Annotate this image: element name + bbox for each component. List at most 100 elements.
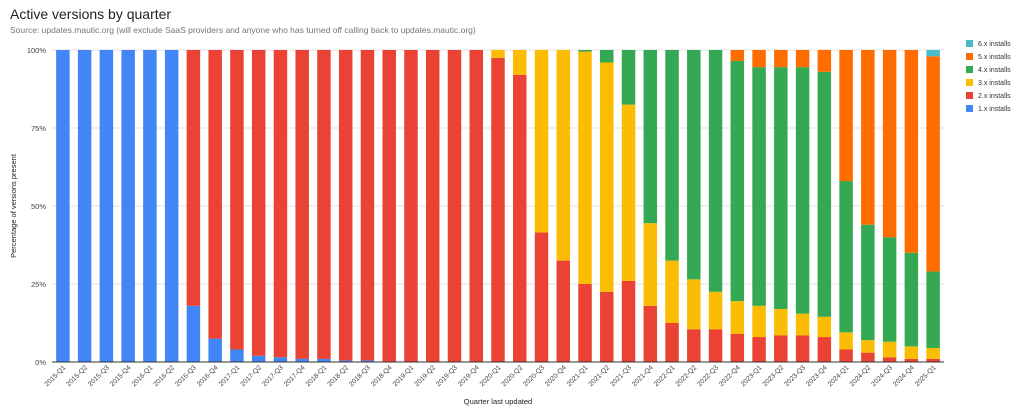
bar-segment	[295, 50, 309, 359]
x-tick-label: 2023-Q4	[805, 364, 829, 388]
x-tick-label: 2019-Q1	[392, 364, 416, 388]
bar-segment	[839, 349, 853, 362]
bar-segment	[99, 50, 114, 362]
legend-label: 3.x installs	[978, 80, 1011, 87]
bar-segment	[77, 50, 92, 362]
bar-segment	[665, 323, 679, 362]
bar-segment	[926, 56, 940, 272]
x-tick-label: 2016-Q2	[152, 364, 176, 388]
bar-segment	[251, 50, 266, 356]
bar-segment	[578, 51, 592, 285]
bar-segment	[839, 50, 853, 182]
legend-label: 1.x installs	[978, 106, 1011, 113]
bar-segment	[861, 224, 875, 341]
bar-segment	[774, 335, 788, 362]
bar-segment	[904, 252, 919, 347]
x-axis-ticks: 2015-Q12015-Q22015-Q32015-Q42016-Q12016-…	[44, 364, 938, 388]
bar-segment	[774, 50, 788, 68]
bar-segment	[926, 50, 940, 57]
bar-segment	[621, 104, 636, 281]
legend-label: 2.x installs	[978, 93, 1011, 100]
bar-segment	[817, 316, 832, 338]
x-axis-label: Quarter last updated	[464, 397, 532, 406]
bar-segment	[795, 313, 810, 336]
bar-segment	[752, 50, 766, 68]
bar-segment	[730, 60, 745, 302]
bar-segment	[687, 279, 701, 330]
x-tick-label: 2016-Q3	[174, 364, 198, 388]
bar-segment	[491, 50, 505, 58]
bar-segment	[404, 50, 418, 362]
bar-segment	[752, 337, 766, 362]
bar-segment	[338, 50, 353, 361]
bar-segment	[208, 50, 222, 339]
bar-segment	[904, 358, 919, 362]
bar-segment	[730, 301, 745, 334]
x-tick-label: 2019-Q3	[435, 364, 459, 388]
x-tick-label: 2023-Q3	[783, 364, 807, 388]
x-tick-label: 2015-Q1	[44, 364, 68, 388]
bar-segment	[861, 50, 875, 225]
bar-segment	[817, 71, 832, 317]
bar-segment	[708, 50, 723, 292]
bar-segment	[861, 340, 875, 353]
x-tick-label: 2017-Q2	[239, 364, 263, 388]
x-tick-label: 2019-Q2	[413, 364, 437, 388]
bar-segment	[556, 50, 571, 261]
bar-segment	[643, 305, 658, 362]
bar-segment	[600, 50, 614, 63]
x-tick-label: 2023-Q2	[762, 364, 786, 388]
y-tick-label: 25%	[31, 280, 46, 289]
bar-segment	[121, 50, 135, 362]
x-tick-label: 2021-Q4	[631, 364, 655, 388]
bar-segment	[926, 347, 940, 359]
bar-segment	[882, 50, 897, 238]
legend-swatch	[966, 79, 973, 86]
bar-segment	[251, 355, 266, 362]
chart-subtitle: Source: updates.mautic.org (will exclude…	[10, 25, 476, 35]
y-tick-label: 50%	[31, 202, 46, 211]
y-tick-label: 0%	[35, 358, 46, 367]
x-tick-label: 2020-Q1	[479, 364, 503, 388]
bar-segment	[882, 341, 897, 358]
x-tick-label: 2018-Q2	[326, 364, 350, 388]
bar-segment	[839, 332, 853, 350]
bar-segment	[317, 358, 331, 362]
bar-segment	[817, 337, 832, 362]
bar-segment	[665, 50, 679, 261]
bar-segment	[513, 50, 527, 75]
chart-title: Active versions by quarter	[10, 6, 172, 22]
x-tick-label: 2018-Q3	[348, 364, 372, 388]
bar-segment	[556, 260, 571, 362]
x-tick-label: 2022-Q1	[653, 364, 677, 388]
legend-swatch	[966, 66, 973, 73]
bar-segment	[882, 357, 897, 362]
x-tick-label: 2021-Q1	[566, 364, 590, 388]
bar-segment	[273, 357, 288, 362]
bar-segment	[730, 333, 745, 362]
x-tick-label: 2021-Q2	[588, 364, 612, 388]
bar-segment	[534, 50, 549, 233]
bar-segment	[752, 305, 766, 338]
bar-segment	[643, 223, 658, 306]
x-tick-label: 2024-Q1	[827, 364, 851, 388]
bar-segment	[578, 50, 592, 52]
bar-segment	[600, 62, 614, 292]
legend-swatch	[966, 53, 973, 60]
x-tick-label: 2017-Q3	[261, 364, 285, 388]
bar-segment	[143, 50, 157, 362]
x-tick-label: 2020-Q4	[544, 364, 568, 388]
bar-segment	[926, 358, 940, 362]
y-axis-ticks: 0% 25% 50% 75% 100%	[27, 46, 47, 367]
x-tick-label: 2025-Q1	[914, 364, 938, 388]
bar-segment	[795, 50, 810, 68]
bar-segment	[904, 346, 919, 359]
bar-segment	[882, 237, 897, 342]
bar-segment	[360, 360, 375, 362]
bar-segment	[752, 67, 766, 306]
x-tick-label: 2018-Q4	[370, 364, 394, 388]
bar-segment	[447, 50, 462, 362]
bar-segment	[730, 50, 745, 61]
